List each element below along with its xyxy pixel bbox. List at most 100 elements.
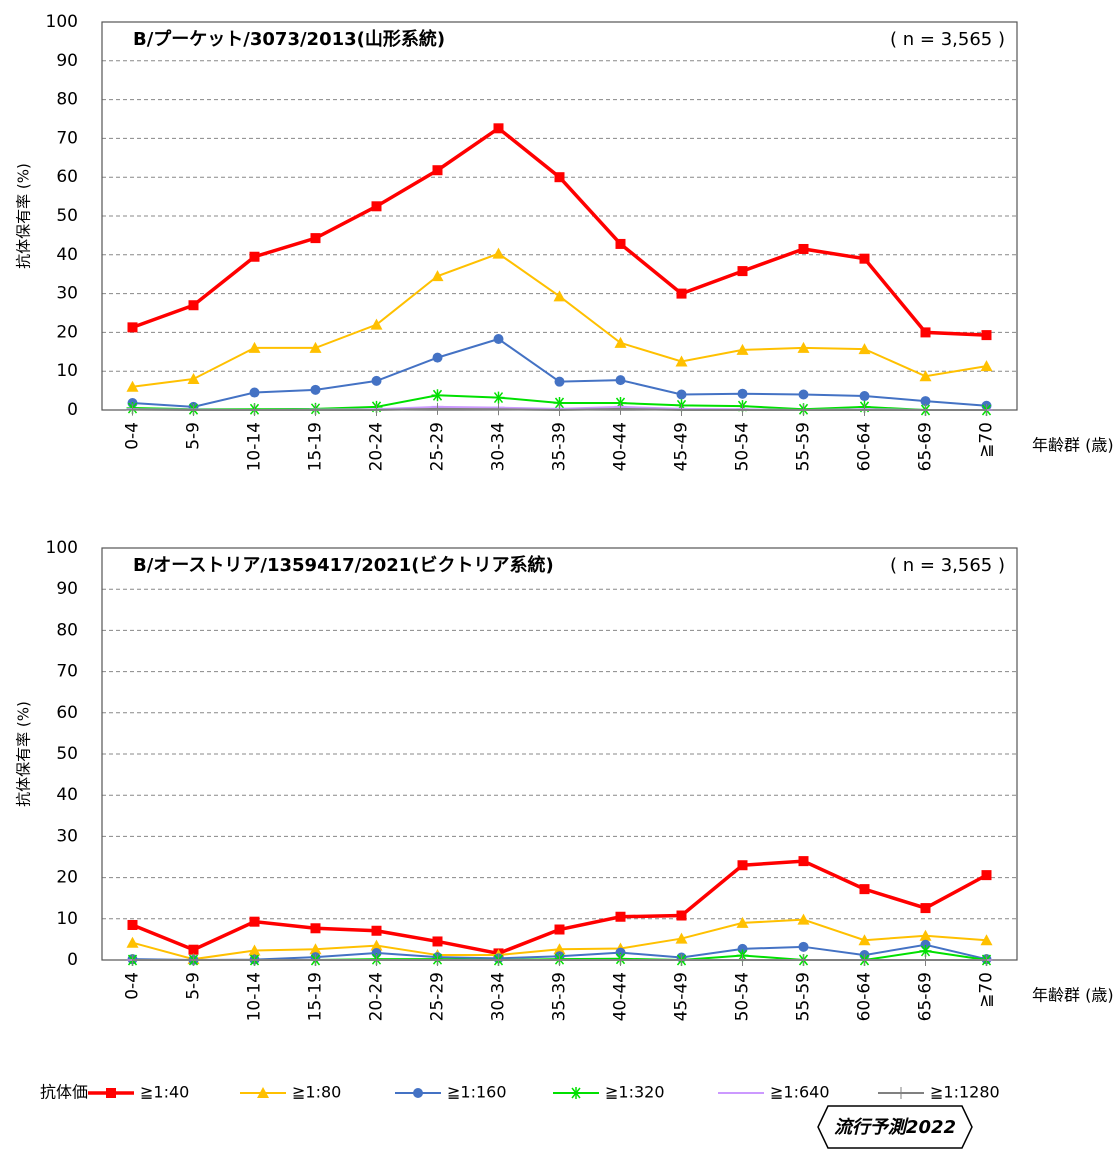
marker [798,941,809,952]
marker [126,403,139,416]
marker-shape [981,870,992,881]
marker-shape [920,396,931,407]
marker [309,404,322,416]
marker-shape [615,911,626,922]
x-tick-label: 5-9 [184,972,204,1000]
marker [248,404,261,416]
marker [980,954,993,966]
marker [370,318,383,330]
marker-shape [615,238,626,249]
legend-label: ≧1:1280 [930,1083,1000,1102]
x-tick-label: 25-29 [428,972,448,1021]
marker-shape [371,201,382,212]
marker [127,919,138,930]
x-tick-label: 60-64 [855,422,875,471]
marker [370,939,383,951]
marker-shape [919,370,932,382]
marker [492,247,505,259]
y-tick-label: 90 [56,579,78,599]
legend-label: ≧1:40 [140,1083,189,1102]
marker [919,929,932,941]
x-tick-label: 60-64 [855,972,875,1021]
y-tick-label: 100 [46,538,78,558]
legend-label: ≧1:160 [447,1083,507,1102]
marker [554,376,565,387]
marker-shape [736,343,749,355]
marker [797,341,810,353]
marker-shape [371,375,382,386]
x-tick-label: 35-39 [550,972,570,1021]
series-line [131,859,988,956]
marker [570,1087,582,1099]
x-tick-label: 0-4 [123,422,143,450]
marker [309,954,322,966]
y-axis-label: 抗体保有率 (%) [15,701,33,807]
marker-shape [493,333,504,344]
marker-shape [675,932,688,944]
marker [675,355,688,367]
y-tick-label: 50 [56,206,78,226]
marker-shape [493,123,504,134]
x-tick-label: ≧70 [977,972,997,1008]
marker [248,954,261,966]
marker-shape [675,355,688,367]
marker-shape [797,913,810,925]
marker-shape [798,389,809,400]
marker-shape [249,916,260,927]
marker [615,375,626,386]
y-tick-label: 80 [56,620,78,640]
marker [614,954,627,966]
marker-shape [981,330,992,341]
x-tick-label: 45-49 [672,422,692,471]
marker [370,404,383,416]
marker-shape [553,290,566,302]
marker [859,884,870,895]
y-tick-label: 30 [56,826,78,846]
marker-shape [554,924,565,935]
logo-frame [817,1105,973,1149]
marker-shape [798,243,809,254]
legend-label: ≧1:320 [605,1083,665,1102]
marker [126,936,139,948]
marker [615,911,626,922]
marker [248,944,261,956]
marker-shape [432,936,443,947]
marker-shape [127,919,138,930]
marker-shape [310,233,321,244]
marker-shape [431,270,444,282]
y-tick-label: 20 [56,868,78,888]
marker [310,384,321,395]
x-tick-label: 10-14 [245,972,265,1021]
marker-shape [432,352,443,363]
marker-shape [106,1088,116,1098]
marker [188,300,199,311]
marker [858,954,871,966]
marker-shape [553,943,566,955]
marker-shape [859,391,870,402]
marker [371,201,382,212]
marker-shape [492,247,505,259]
marker [676,389,687,400]
marker-shape [859,253,870,264]
marker-shape [920,903,931,914]
marker-shape [249,387,260,398]
series-line [131,126,987,337]
marker-shape [797,341,810,353]
y-tick-label: 100 [46,12,78,32]
x-tick-label: 55-59 [794,422,814,471]
x-tick-label: ≧70 [977,422,997,458]
marker [553,954,566,966]
marker-shape [737,388,748,399]
marker [187,372,200,384]
marker-shape [413,1088,423,1098]
marker [797,954,810,966]
marker-shape [432,165,443,176]
marker-shape [249,251,260,262]
marker [798,389,809,400]
x-tick-label: 35-39 [550,422,570,471]
x-tick-label: 10-14 [245,422,265,471]
x-tick-label: 0-4 [123,972,143,1000]
y-tick-label: 60 [56,167,78,187]
marker [798,856,809,867]
